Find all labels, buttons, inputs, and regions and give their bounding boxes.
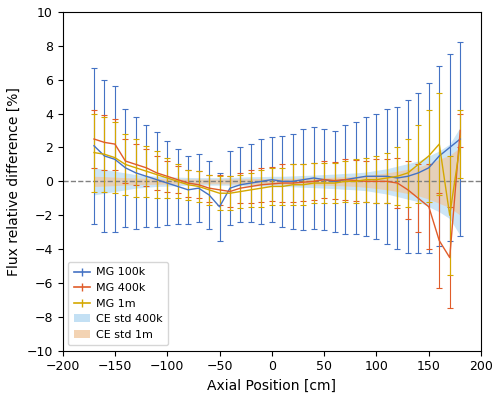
Y-axis label: Flux relative difference [%]: Flux relative difference [%] — [7, 87, 21, 276]
Legend: MG 100k, MG 400k, MG 1m, CE std 400k, CE std 1m: MG 100k, MG 400k, MG 1m, CE std 400k, CE… — [68, 262, 168, 345]
X-axis label: Axial Position [cm]: Axial Position [cm] — [208, 379, 336, 393]
